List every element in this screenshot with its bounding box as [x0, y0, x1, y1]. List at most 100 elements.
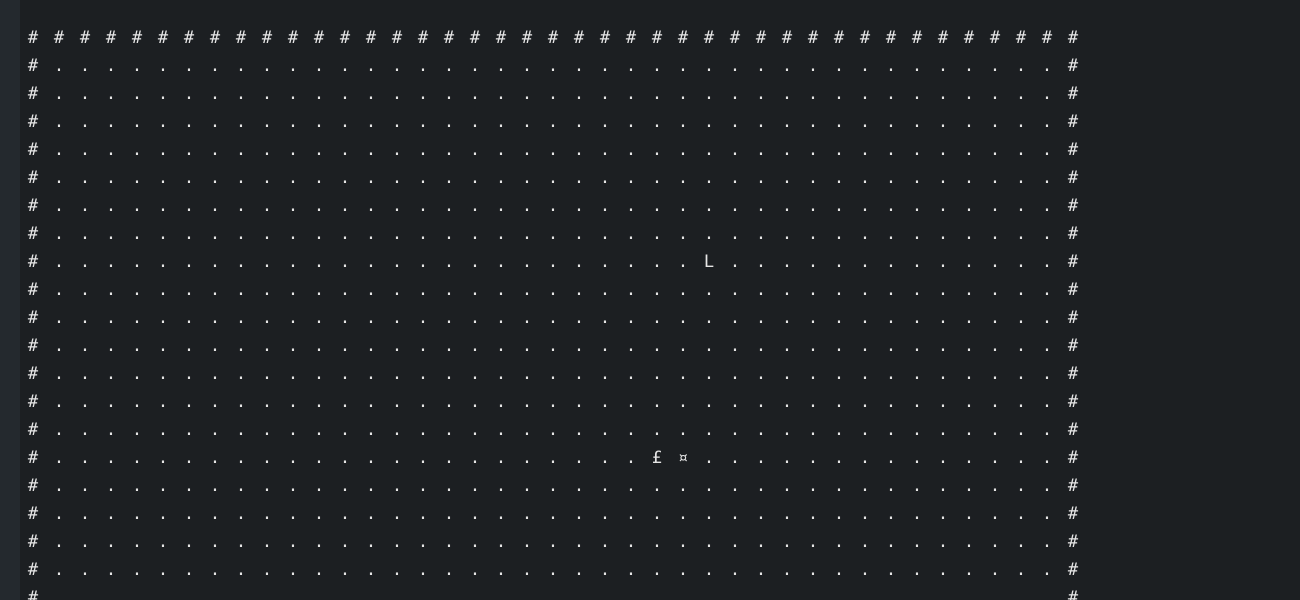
floor-tile: . [521, 308, 533, 328]
floor-tile: . [573, 56, 585, 76]
floor-tile: . [703, 560, 715, 580]
floor-tile: . [53, 504, 65, 524]
floor-tile: . [391, 476, 403, 496]
floor-tile: . [495, 448, 507, 468]
floor-tile: . [209, 532, 221, 552]
floor-tile: . [937, 280, 949, 300]
floor-tile: . [573, 504, 585, 524]
floor-tile: . [209, 196, 221, 216]
floor-tile: . [781, 448, 793, 468]
floor-tile: . [859, 588, 871, 600]
floor-tile: . [417, 196, 429, 216]
map-row: #.......................................… [20, 108, 1078, 136]
floor-tile: . [651, 56, 663, 76]
wall-tile: # [703, 28, 715, 48]
floor-tile: . [1041, 224, 1053, 244]
floor-tile: . [755, 168, 767, 188]
floor-tile: . [443, 420, 455, 440]
floor-tile: . [573, 84, 585, 104]
floor-tile: . [963, 224, 975, 244]
floor-tile: . [131, 504, 143, 524]
floor-tile: . [651, 84, 663, 104]
floor-tile: . [469, 476, 481, 496]
floor-tile: . [521, 364, 533, 384]
floor-tile: . [339, 448, 351, 468]
floor-tile: . [859, 364, 871, 384]
map-row: #.......................................… [20, 220, 1078, 248]
floor-tile: . [521, 448, 533, 468]
floor-tile: . [495, 532, 507, 552]
floor-tile: . [1015, 532, 1027, 552]
floor-tile: . [677, 476, 689, 496]
floor-tile: . [131, 560, 143, 580]
floor-tile: . [573, 420, 585, 440]
floor-tile: . [443, 448, 455, 468]
floor-tile: . [703, 56, 715, 76]
floor-tile: . [287, 560, 299, 580]
wall-tile: # [27, 588, 39, 600]
floor-tile: . [313, 336, 325, 356]
floor-tile: . [729, 392, 741, 412]
floor-tile: . [963, 420, 975, 440]
wall-tile: # [131, 28, 143, 48]
floor-tile: . [989, 112, 1001, 132]
wall-tile: # [287, 28, 299, 48]
floor-tile: . [521, 420, 533, 440]
floor-tile: . [1015, 56, 1027, 76]
floor-tile: . [209, 560, 221, 580]
floor-tile: . [755, 336, 767, 356]
floor-tile: . [235, 196, 247, 216]
floor-tile: . [677, 252, 689, 272]
floor-tile: . [495, 588, 507, 600]
floor-tile: . [885, 308, 897, 328]
floor-tile: . [937, 140, 949, 160]
floor-tile: . [443, 112, 455, 132]
floor-tile: . [859, 224, 871, 244]
wall-tile: # [27, 532, 39, 552]
floor-tile: . [1015, 364, 1027, 384]
floor-tile: . [833, 168, 845, 188]
wall-tile: # [1067, 196, 1079, 216]
floor-tile: . [937, 252, 949, 272]
floor-tile: . [469, 196, 481, 216]
floor-tile: . [365, 140, 377, 160]
floor-tile: . [417, 308, 429, 328]
floor-tile: . [209, 84, 221, 104]
floor-tile: . [1015, 448, 1027, 468]
floor-tile: . [703, 336, 715, 356]
floor-tile: . [313, 56, 325, 76]
floor-tile: . [807, 84, 819, 104]
floor-tile: . [937, 420, 949, 440]
floor-tile: . [105, 224, 117, 244]
floor-tile: . [547, 84, 559, 104]
floor-tile: . [157, 308, 169, 328]
floor-tile: . [859, 84, 871, 104]
floor-tile: . [261, 308, 273, 328]
floor-tile: . [261, 56, 273, 76]
floor-tile: . [729, 112, 741, 132]
floor-tile: . [79, 448, 91, 468]
floor-tile: . [417, 56, 429, 76]
floor-tile: . [1041, 560, 1053, 580]
wall-tile: # [1015, 28, 1027, 48]
floor-tile: . [365, 560, 377, 580]
floor-tile: . [807, 224, 819, 244]
floor-tile: . [53, 280, 65, 300]
floor-tile: . [963, 588, 975, 600]
wall-tile: # [27, 308, 39, 328]
floor-tile: . [469, 112, 481, 132]
floor-tile: . [833, 560, 845, 580]
wall-tile: # [1067, 476, 1079, 496]
floor-tile: . [651, 476, 663, 496]
floor-tile: . [599, 364, 611, 384]
floor-tile: . [573, 336, 585, 356]
floor-tile: . [625, 588, 637, 600]
floor-tile: . [989, 308, 1001, 328]
floor-tile: . [261, 476, 273, 496]
floor-tile: . [781, 504, 793, 524]
floor-tile: . [573, 364, 585, 384]
wall-tile: # [1067, 140, 1079, 160]
floor-tile: . [443, 84, 455, 104]
floor-tile: . [625, 336, 637, 356]
floor-tile: . [339, 308, 351, 328]
